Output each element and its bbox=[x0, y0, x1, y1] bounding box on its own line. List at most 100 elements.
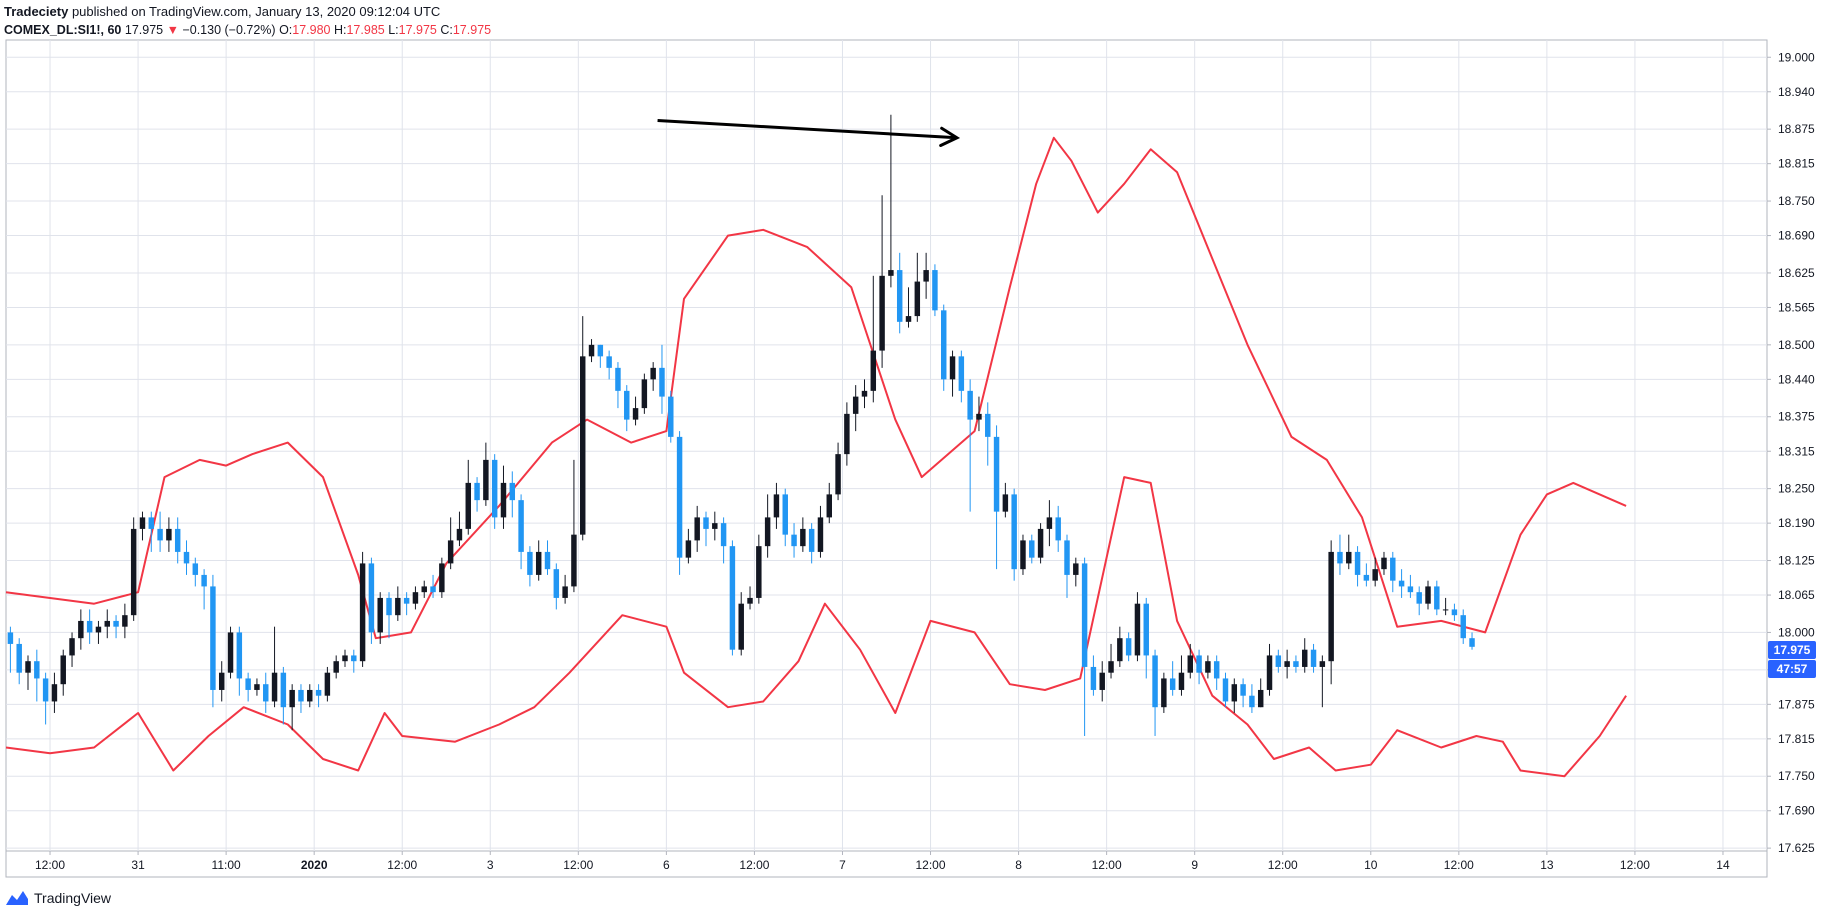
candle-body bbox=[1037, 528, 1044, 558]
candle-up bbox=[571, 459, 577, 593]
candle-up bbox=[139, 511, 146, 541]
candle-body bbox=[817, 517, 824, 552]
candle-body bbox=[16, 643, 22, 673]
candle-body bbox=[1055, 517, 1061, 541]
time-tick-label: 14 bbox=[1716, 858, 1730, 872]
candle-down bbox=[676, 431, 683, 575]
candle-up bbox=[685, 528, 692, 564]
candle-down bbox=[1398, 569, 1405, 598]
candle-up bbox=[130, 517, 137, 621]
candle-body bbox=[641, 379, 648, 409]
candle-body bbox=[271, 672, 278, 702]
candle-body bbox=[351, 655, 357, 662]
candle-body bbox=[1029, 540, 1035, 558]
candle-body bbox=[720, 523, 727, 547]
candle-body bbox=[782, 494, 788, 535]
candle-body bbox=[1266, 655, 1273, 690]
candle-up bbox=[218, 661, 225, 702]
footer: TradingView bbox=[6, 890, 111, 906]
candle-up bbox=[1425, 580, 1431, 610]
candle-up bbox=[412, 586, 419, 610]
open-label: O: bbox=[279, 23, 293, 37]
timer-badge: 47:57 bbox=[1768, 660, 1816, 678]
price-tick-label: 18.625 bbox=[1778, 266, 1815, 280]
candle-body bbox=[1213, 661, 1220, 679]
candle-body bbox=[588, 344, 595, 357]
candle-body bbox=[139, 517, 146, 529]
candle-up bbox=[800, 517, 806, 552]
symbol-label[interactable]: COMEX_DL:SI1!, 60 bbox=[4, 23, 122, 37]
candle-body bbox=[896, 270, 903, 322]
candle-up bbox=[949, 350, 956, 397]
candle-body bbox=[333, 661, 339, 673]
candle-body bbox=[1398, 580, 1405, 587]
candle-body bbox=[738, 603, 744, 650]
candle-down bbox=[720, 517, 727, 564]
time-axis[interactable]: 12:00 31 11:00 2020 12:00 3 12:00 6 12:00 7 12:00 8… bbox=[35, 851, 1730, 872]
candle-up bbox=[1161, 672, 1167, 713]
candle-body bbox=[650, 367, 656, 380]
change-arrow-icon: ▼ bbox=[166, 23, 179, 37]
candle-up bbox=[1231, 678, 1238, 713]
candle-down bbox=[1240, 678, 1246, 708]
candle-down bbox=[280, 666, 287, 725]
tradingview-logo-icon[interactable] bbox=[6, 891, 28, 905]
price-tick-label: 18.750 bbox=[1778, 194, 1815, 208]
candle-body bbox=[500, 482, 507, 518]
candle-down bbox=[509, 471, 516, 518]
price-axis[interactable]: 17.62517.69017.75017.81517.87517.93518.0… bbox=[1767, 50, 1815, 855]
candle-body bbox=[1354, 551, 1361, 575]
candle-body bbox=[1469, 638, 1475, 647]
candle-down bbox=[597, 344, 604, 368]
candle-body bbox=[166, 528, 172, 541]
candle-body bbox=[210, 586, 216, 690]
footer-brand[interactable]: TradingView bbox=[34, 890, 112, 906]
candle-down bbox=[1196, 649, 1202, 685]
time-tick-label: 6 bbox=[663, 858, 670, 872]
candle-down bbox=[527, 546, 533, 587]
candle-body bbox=[465, 482, 471, 529]
candle-down bbox=[236, 626, 243, 696]
price-tick-label: 17.690 bbox=[1778, 804, 1815, 818]
arrow-annotation[interactable] bbox=[657, 119, 961, 147]
candle-up bbox=[307, 684, 313, 708]
candle-body bbox=[395, 597, 401, 616]
candle-up bbox=[1205, 655, 1211, 679]
candle-body bbox=[509, 482, 516, 501]
candle-down bbox=[1469, 632, 1475, 650]
candle-down bbox=[1434, 580, 1440, 616]
candle-down bbox=[1337, 534, 1343, 575]
price-tick-label: 18.440 bbox=[1778, 372, 1815, 386]
publisher-name[interactable]: Tradeciety bbox=[4, 4, 69, 19]
candle-down bbox=[1407, 574, 1414, 598]
candle-up bbox=[333, 655, 339, 679]
candle-up bbox=[1372, 557, 1378, 587]
candle-up bbox=[95, 620, 102, 644]
candle-body bbox=[905, 316, 912, 322]
time-tick-label: 31 bbox=[131, 858, 145, 872]
price-tick-label: 18.000 bbox=[1778, 625, 1815, 639]
candle-body bbox=[615, 367, 621, 391]
price-tick-label: 18.875 bbox=[1778, 122, 1815, 136]
candle-body bbox=[861, 390, 868, 397]
candle-up bbox=[879, 195, 885, 368]
candle-up bbox=[588, 339, 595, 363]
candle-down bbox=[430, 574, 436, 598]
chart-frame bbox=[5, 39, 1768, 878]
candle-up bbox=[25, 655, 31, 690]
candle-body bbox=[579, 356, 586, 535]
candle-down bbox=[1125, 632, 1132, 662]
candle-down bbox=[42, 672, 49, 725]
candle-body bbox=[439, 563, 445, 593]
candle-down bbox=[368, 557, 375, 644]
candle-body bbox=[148, 517, 155, 529]
candle-body bbox=[78, 620, 84, 639]
candle-down bbox=[967, 379, 973, 512]
candle-body bbox=[1169, 678, 1176, 690]
price-tick-label: 17.875 bbox=[1778, 697, 1815, 711]
candle-body bbox=[201, 574, 207, 587]
symbol-line: COMEX_DL:SI1!, 60 17.975 ▼ −0.130 (−0.72… bbox=[4, 21, 491, 39]
candle-up bbox=[1284, 649, 1290, 679]
candle-body bbox=[1099, 672, 1105, 690]
